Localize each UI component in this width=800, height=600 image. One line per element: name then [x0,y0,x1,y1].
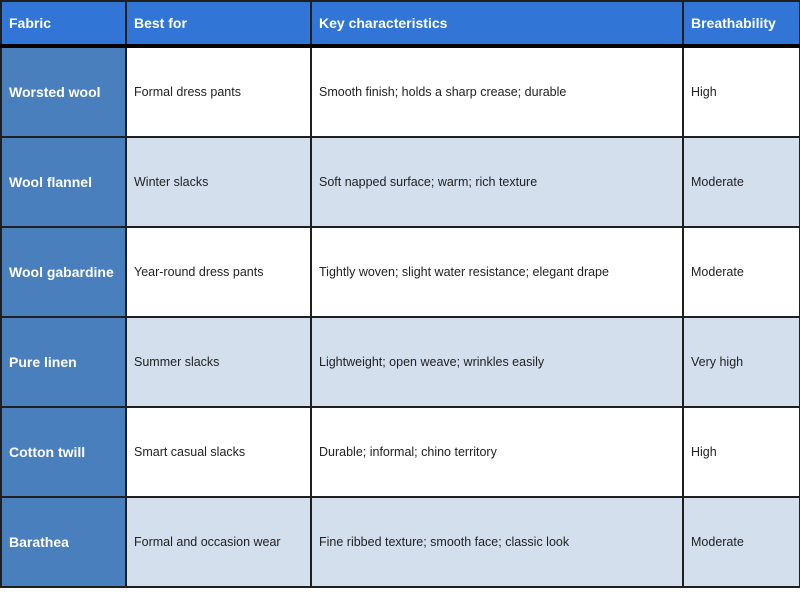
breathability-cell: Very high [682,316,800,408]
best-for-cell: Smart casual slacks [125,406,312,498]
characteristics-cell: Soft napped surface; warm; rich texture [310,136,684,228]
breathability-cell: Moderate [682,136,800,228]
best-for-cell: Winter slacks [125,136,312,228]
table-row: Wool flannel Winter slacks Soft napped sur… [0,136,800,228]
breathability-cell: High [682,45,800,138]
best-for-cell: Year-round dress pants [125,226,312,318]
header-row: Fabric Best for Key characteristics Brea… [0,0,800,48]
fabric-cell: Worsted wool [0,45,127,138]
breathability-cell: High [682,406,800,498]
best-for-cell: Formal dress pants [125,45,312,138]
table-row: Wool gabardine Year-round dress pants Tigh… [0,226,800,318]
table-row: Barathea Formal and occasion wear Fine rib… [0,496,800,588]
fabric-cell: Wool gabardine [0,226,127,318]
header-breathability: Breathability [682,0,800,48]
characteristics-cell: Lightweight; open weave; wrinkles easily [310,316,684,408]
table-row: Worsted wool Formal dress pants Smooth fin… [0,45,800,138]
best-for-cell: Summer slacks [125,316,312,408]
table-row: Cotton twill Smart casual slacks Durable; … [0,406,800,498]
breathability-cell: Moderate [682,496,800,588]
characteristics-cell: Tightly woven; slight water resistance; … [310,226,684,318]
best-for-cell: Formal and occasion wear [125,496,312,588]
characteristics-cell: Durable; informal; chino territory [310,406,684,498]
fabric-cell: Pure linen [0,316,127,408]
header-key-characteristics: Key characteristics [310,0,684,48]
header-fabric: Fabric [0,0,127,48]
table-row: Pure linen Summer slacks Lightweight; open… [0,316,800,408]
fabric-cell: Wool flannel [0,136,127,228]
fabric-cell: Barathea [0,496,127,588]
characteristics-cell: Fine ribbed texture; smooth face; classi… [310,496,684,588]
breathability-cell: Moderate [682,226,800,318]
characteristics-cell: Smooth finish; holds a sharp crease; dur… [310,45,684,138]
header-best-for: Best for [125,0,312,48]
fabric-cell: Cotton twill [0,406,127,498]
